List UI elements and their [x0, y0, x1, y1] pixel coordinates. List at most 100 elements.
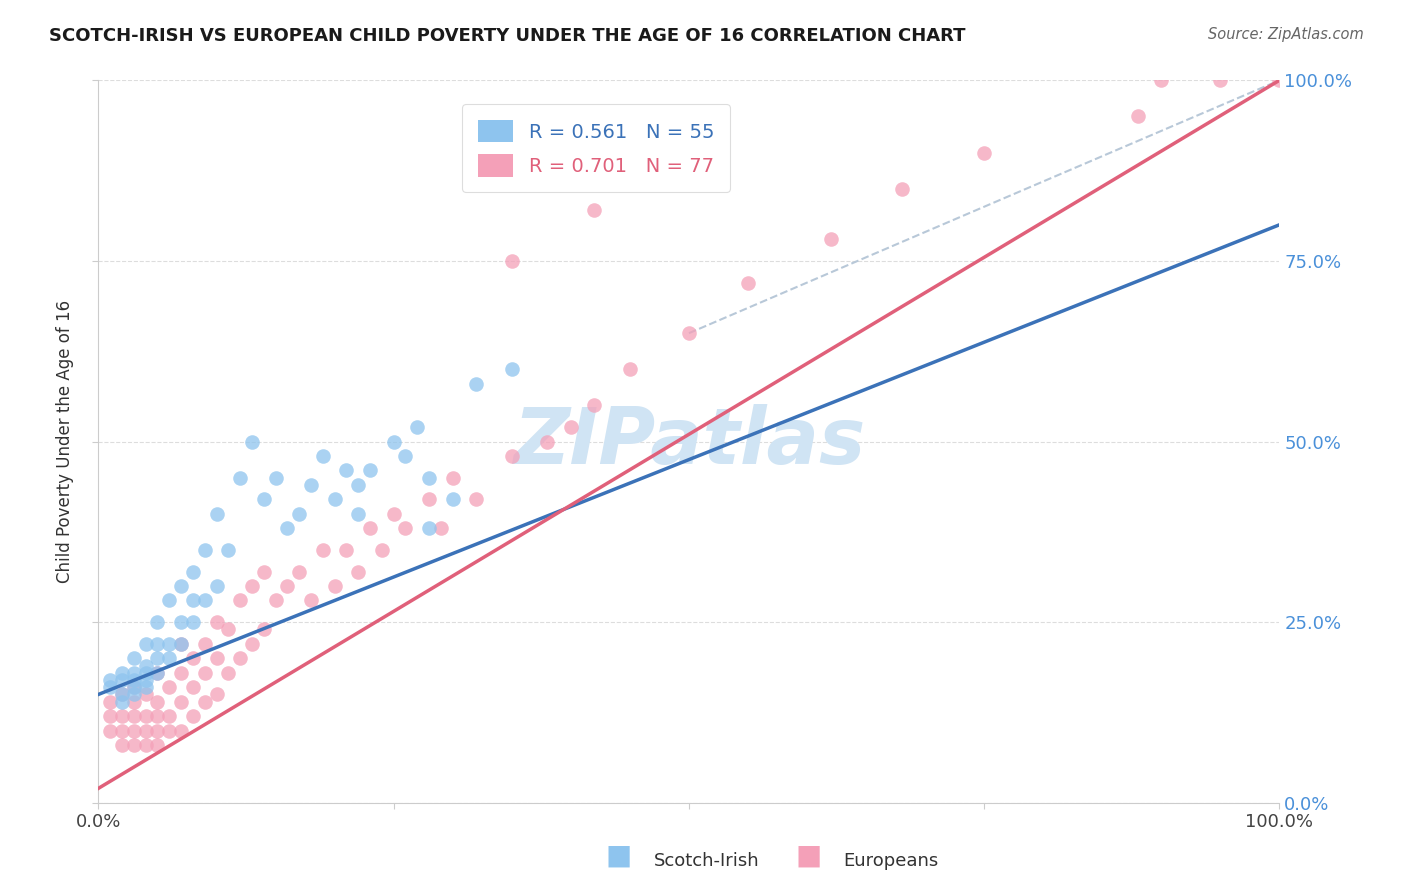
Point — [406, 420, 429, 434]
Point — [536, 434, 558, 449]
Point — [146, 665, 169, 680]
Point — [122, 665, 145, 680]
Point — [146, 695, 169, 709]
Point — [135, 637, 157, 651]
Point — [323, 579, 346, 593]
Text: ■: ■ — [796, 842, 821, 870]
Text: SCOTCH-IRISH VS EUROPEAN CHILD POVERTY UNDER THE AGE OF 16 CORRELATION CHART: SCOTCH-IRISH VS EUROPEAN CHILD POVERTY U… — [49, 27, 966, 45]
Point — [501, 362, 523, 376]
Point — [194, 665, 217, 680]
Point — [418, 492, 440, 507]
Point — [205, 687, 228, 701]
Point — [820, 232, 842, 246]
Point — [111, 673, 134, 687]
Point — [217, 542, 239, 557]
Point — [170, 695, 193, 709]
Point — [678, 326, 700, 340]
Point — [583, 203, 606, 218]
Point — [146, 665, 169, 680]
Point — [229, 651, 252, 665]
Point — [737, 276, 759, 290]
Point — [111, 723, 134, 738]
Point — [98, 680, 121, 694]
Point — [181, 565, 204, 579]
Point — [181, 709, 204, 723]
Point — [394, 521, 416, 535]
Point — [1268, 73, 1291, 87]
Point — [170, 665, 193, 680]
Point — [418, 521, 440, 535]
Point — [181, 593, 204, 607]
Point — [194, 542, 217, 557]
Point — [111, 709, 134, 723]
Point — [205, 507, 228, 521]
Point — [194, 593, 217, 607]
Text: Scotch-Irish: Scotch-Irish — [654, 852, 759, 870]
Point — [441, 492, 464, 507]
Point — [335, 463, 357, 477]
Point — [146, 637, 169, 651]
Point — [229, 593, 252, 607]
Point — [122, 651, 145, 665]
Text: ZIPatlas: ZIPatlas — [513, 403, 865, 480]
Text: Source: ZipAtlas.com: Source: ZipAtlas.com — [1208, 27, 1364, 42]
Point — [122, 673, 145, 687]
Point — [288, 507, 311, 521]
Text: Europeans: Europeans — [844, 852, 939, 870]
Point — [323, 492, 346, 507]
Point — [122, 680, 145, 694]
Point — [146, 615, 169, 630]
Point — [253, 492, 276, 507]
Point — [371, 542, 394, 557]
Point — [205, 579, 228, 593]
Point — [335, 542, 357, 557]
Point — [1126, 110, 1149, 124]
Point — [122, 695, 145, 709]
Point — [347, 478, 370, 492]
Point — [240, 637, 263, 651]
Point — [501, 449, 523, 463]
Point — [135, 723, 157, 738]
Text: ■: ■ — [606, 842, 631, 870]
Point — [170, 637, 193, 651]
Point — [501, 253, 523, 268]
Point — [170, 579, 193, 593]
Point — [157, 593, 180, 607]
Point — [122, 687, 145, 701]
Point — [181, 680, 204, 694]
Point — [135, 687, 157, 701]
Point — [146, 738, 169, 752]
Point — [264, 470, 287, 484]
Point — [98, 723, 121, 738]
Point — [157, 637, 180, 651]
Point — [217, 665, 239, 680]
Y-axis label: Child Poverty Under the Age of 16: Child Poverty Under the Age of 16 — [56, 300, 75, 583]
Point — [157, 680, 180, 694]
Point — [359, 521, 381, 535]
Point — [583, 398, 606, 412]
Point — [170, 637, 193, 651]
Point — [276, 521, 298, 535]
Point — [240, 579, 263, 593]
Point — [288, 565, 311, 579]
Point — [312, 542, 335, 557]
Point — [146, 709, 169, 723]
Point — [253, 623, 276, 637]
Point — [347, 565, 370, 579]
Point — [205, 651, 228, 665]
Point — [194, 695, 217, 709]
Point — [170, 723, 193, 738]
Point — [170, 615, 193, 630]
Point — [181, 651, 204, 665]
Point — [619, 362, 641, 376]
Point — [122, 738, 145, 752]
Point — [276, 579, 298, 593]
Point — [312, 449, 335, 463]
Point — [465, 492, 488, 507]
Point — [347, 507, 370, 521]
Point — [157, 651, 180, 665]
Point — [560, 420, 582, 434]
Point — [135, 680, 157, 694]
Point — [157, 709, 180, 723]
Point — [299, 478, 322, 492]
